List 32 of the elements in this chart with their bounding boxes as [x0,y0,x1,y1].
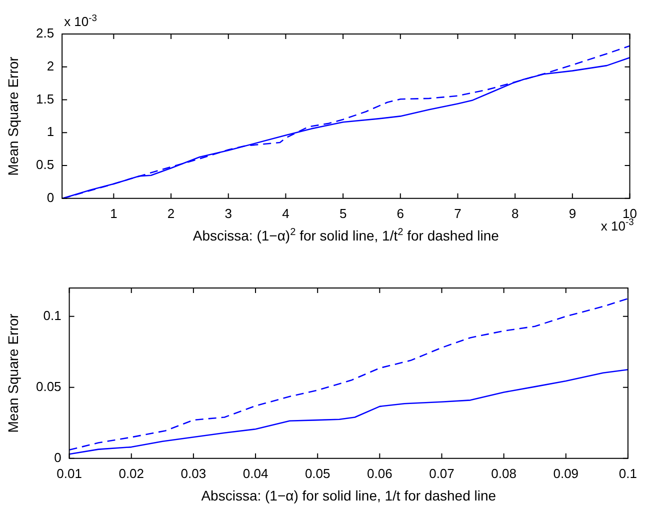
x-tick-label: 0.02 [118,466,144,481]
x-tick-label: 4 [282,206,290,221]
y-tick-label: 2 [46,58,54,74]
x-tick-label: 0.03 [180,466,206,481]
x-tick-label: 0.06 [367,466,392,481]
y-tick-label: 0 [54,450,62,465]
y-axis-title: Mean Square Error [5,313,21,433]
y-tick-label: 0.1 [43,308,62,323]
y-tick-label: 1.5 [36,91,54,106]
x-tick-label: 0.07 [429,466,454,481]
x-tick-label: 8 [511,206,519,221]
y-tick-label: 0.5 [36,157,54,172]
x-tick-label: 9 [568,206,576,221]
x-tick-label: 7 [454,206,462,221]
y-tick-label: 1 [46,124,54,140]
y-tick-label: 0.05 [36,378,62,394]
x-tick-label: 0.1 [618,466,638,481]
x-tick-label: 6 [396,206,404,221]
y-tick-label: 2.5 [36,26,54,41]
x-tick-label: 3 [224,206,232,221]
x-tick-label: 1 [110,206,118,221]
x-tick-label: 0.04 [242,466,268,481]
y-tick-label: 0 [46,190,54,205]
x-tick-label: 0.05 [304,466,330,481]
x-tick-label: 0.08 [491,466,516,481]
x-tick-label: 0.09 [553,466,579,481]
y-axis-title: Mean Square Error [5,56,21,176]
line-series [69,298,628,451]
x-tick-label: 2 [167,206,175,221]
x-tick-label: 5 [339,206,347,221]
x-axis-title: Abscissa: (1−α) for solid line, 1/t for dashed line [201,487,496,504]
x-tick-label: 0.01 [56,466,82,481]
